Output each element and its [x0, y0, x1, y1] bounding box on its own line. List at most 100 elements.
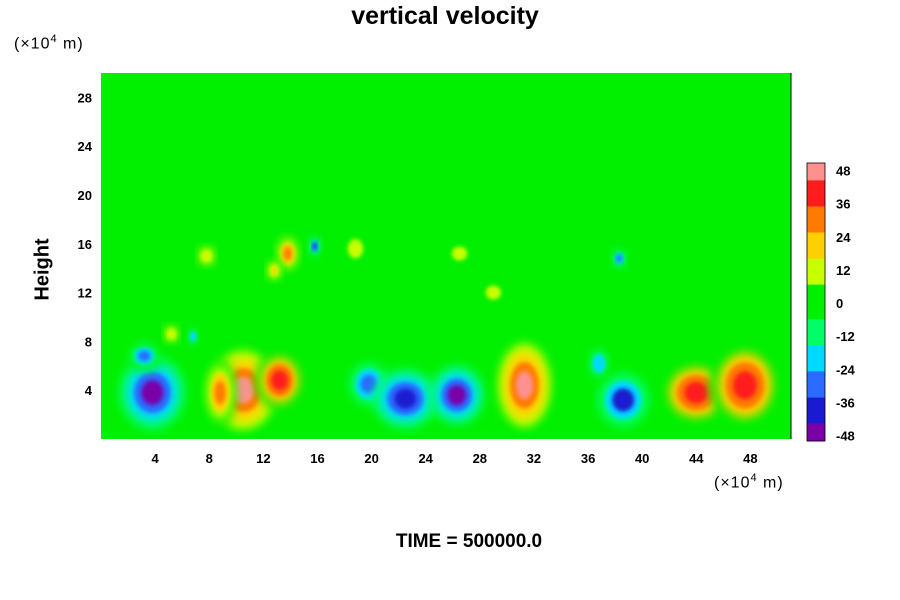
colorbar-swatch [807, 371, 825, 381]
velocity-contour [232, 376, 255, 404]
colorbar-swatch [807, 267, 825, 277]
colorbar-swatch [807, 249, 825, 259]
colorbar-swatch [807, 432, 825, 442]
x-tick-label: 32 [527, 451, 541, 466]
colorbar-swatch [807, 206, 825, 216]
colorbar-swatch [807, 336, 825, 346]
colorbar-swatch [807, 423, 825, 433]
colorbar-swatch [807, 345, 825, 355]
velocity-cell [308, 234, 322, 259]
velocity-contour [360, 375, 378, 394]
colorbar-swatch [807, 275, 825, 285]
colorbar-swatch [807, 284, 825, 294]
colorbar-swatch [807, 241, 825, 251]
velocity-contour [394, 388, 417, 409]
y-tick-label: 24 [78, 139, 93, 154]
velocity-cell [588, 346, 610, 381]
velocity-contour [191, 333, 195, 340]
velocity-contour [515, 371, 534, 400]
velocity-contour [684, 381, 709, 404]
colorbar-swatch [807, 319, 825, 329]
velocity-cell [203, 358, 237, 427]
x-tick-label: 20 [364, 451, 378, 466]
colorbar-swatch [807, 180, 825, 190]
velocity-cell [187, 326, 199, 347]
y-tick-label: 8 [85, 334, 92, 349]
x-tick-label: 8 [206, 451, 213, 466]
velocity-cell [163, 324, 180, 344]
velocity-contour [141, 380, 164, 405]
colorbar-tick-label: -12 [836, 329, 855, 344]
colorbar-tick-label: 24 [836, 230, 851, 245]
velocity-contour [203, 252, 210, 260]
velocity-contour [168, 330, 175, 338]
x-tick-label: 40 [635, 451, 649, 466]
velocity-cell [590, 365, 656, 435]
x-tick-label: 24 [418, 451, 433, 466]
velocity-cell [429, 365, 484, 425]
x-tick-labels: 4 8 12 16 20 24 28 32 36 40 44 48 [151, 451, 757, 466]
y-tick-labels: 4 8 12 16 20 24 28 [78, 90, 93, 398]
colorbar-swatch [807, 258, 825, 268]
colorbar-swatch [807, 197, 825, 207]
velocity-contour [612, 388, 635, 412]
colorbar-swatch [807, 302, 825, 311]
velocity-contour [616, 254, 622, 263]
colorbar-swatch [807, 380, 825, 390]
colorbar-swatch [807, 223, 825, 233]
colorbar-swatch [807, 189, 825, 199]
colorbar-frame [806, 162, 826, 442]
x-tick-label: 4 [151, 451, 159, 466]
velocity-contour [454, 249, 465, 258]
x-tick-label: 12 [256, 451, 270, 466]
velocity-contour [447, 385, 466, 406]
velocity-contour [283, 247, 292, 261]
time-label: TIME = 500000.0 [395, 531, 543, 552]
velocity-cell [446, 241, 473, 266]
x-tick-label: 44 [689, 451, 704, 466]
y-tick-label: 16 [78, 237, 92, 252]
velocity-contour [312, 242, 318, 251]
colorbar-swatch [807, 171, 825, 181]
y-tick-label: 12 [78, 286, 92, 301]
x-tick-label: 28 [473, 451, 487, 466]
colorbar-swatch [807, 232, 825, 242]
velocity-contour [595, 357, 603, 370]
colorbar-swatch [807, 163, 825, 172]
velocity-cell [255, 351, 304, 410]
velocity-cell [709, 343, 781, 427]
y-tick-label: 28 [78, 90, 92, 105]
chart-title: vertical velocity [351, 2, 539, 30]
colorbar-swatch [807, 310, 825, 320]
velocity-cell [197, 245, 216, 267]
x-axis-unit: (×104 m) [714, 472, 784, 492]
y-axis-unit: (×104 m) [14, 33, 84, 53]
colorbar-swatch [807, 406, 825, 416]
colorbar-tick-label: -24 [836, 362, 856, 377]
colorbar-tick-label: 12 [836, 263, 850, 278]
velocity-contour [138, 351, 151, 361]
velocity-contour [733, 371, 757, 400]
colorbar-swatch [807, 328, 825, 338]
colorbar-swatch [807, 414, 825, 424]
colorbar-swatch [807, 362, 825, 372]
velocity-cell [275, 234, 300, 274]
y-tick-label: 20 [78, 188, 92, 203]
colorbar: 48 36 24 12 0 -12 -24 -36 -48 [806, 162, 856, 444]
velocity-contour [214, 381, 226, 405]
velocity-cell [341, 231, 369, 266]
colorbar-swatch [807, 293, 825, 303]
x-tick-label: 16 [310, 451, 324, 466]
colorbar-swatch [807, 215, 825, 225]
colorbar-tick-label: 0 [836, 296, 843, 311]
velocity-contour [271, 266, 278, 275]
colorbar-tick-label: 48 [836, 164, 850, 179]
x-tick-label: 48 [743, 451, 757, 466]
velocity-contour [350, 242, 360, 255]
velocity-cell [479, 280, 507, 305]
y-axis-label: Height [31, 238, 54, 301]
colorbar-swatch [807, 354, 825, 364]
y-tick-label: 4 [85, 383, 93, 398]
velocity-contour [488, 288, 498, 297]
colorbar-tick-label: -48 [836, 429, 855, 444]
